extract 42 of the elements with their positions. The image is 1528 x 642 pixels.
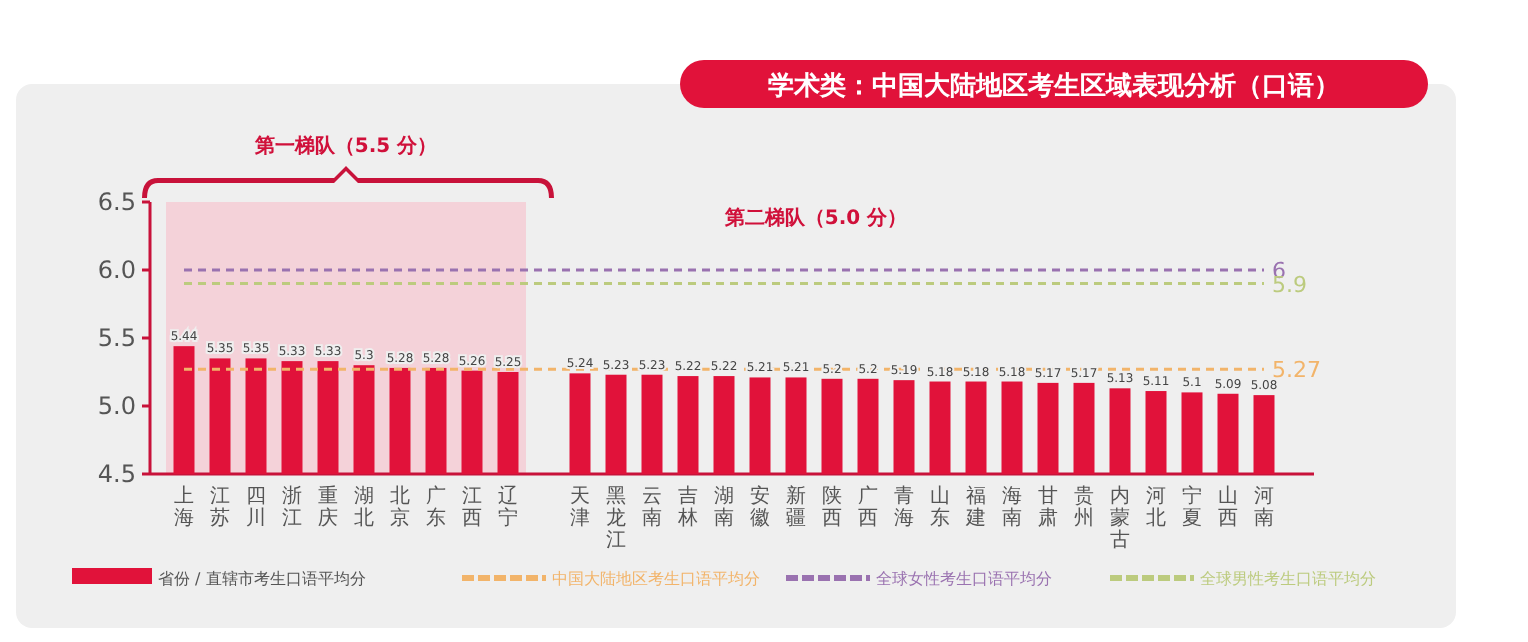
x-tick-label: 宁夏 (1182, 484, 1202, 530)
x-tick-label: 江苏 (210, 484, 230, 530)
x-tick-label: 浙江 (282, 484, 302, 530)
x-tick-label: 辽宁 (498, 484, 518, 530)
y-tick-label: 5.5 (97, 324, 136, 352)
x-tick-label: 安徽 (750, 484, 770, 530)
x-tick-label: 重庆 (318, 484, 338, 530)
x-tick-label: 四川 (246, 486, 266, 530)
y-tick-label: 4.5 (97, 460, 136, 488)
x-tick-label: 广西 (858, 484, 878, 530)
x-tick-label: 湖南 (714, 484, 734, 530)
y-tick-label: 6.0 (97, 256, 136, 284)
x-tick-label: 云南 (642, 486, 662, 530)
x-tick-label: 黑龙江 (606, 486, 626, 552)
x-tick-label: 福建 (964, 484, 986, 530)
band-label: 第一梯队（5.5 分） (252, 134, 438, 158)
x-tick-label: 北京 (390, 484, 410, 530)
legend-label: 省份 / 直辖市考生口语平均分 (158, 570, 366, 588)
y-tick-label: 5.0 (97, 392, 136, 420)
x-tick-label: 江西 (462, 484, 482, 530)
x-tick-label: 天津 (570, 486, 590, 530)
x-tick-label: 广东 (426, 484, 446, 530)
x-tick-label: 新疆 (786, 484, 806, 530)
legend: 省份 / 直辖市考生口语平均分 中国大陆地区考生口语平均分 全球女性考生口语平均分 全球男性考生口语平均分 (72, 568, 1376, 588)
x-tick-label: 陕西 (822, 484, 842, 530)
annotation: 第二梯队（5.0 分） (722, 206, 908, 230)
x-tick-label: 贵州 (1074, 484, 1094, 530)
x-tick-label: 湖北 (354, 484, 374, 530)
chart-title: 学术类：中国大陆地区考生区域表现分析（口语） (768, 72, 1340, 102)
x-tick-label: 山东 (930, 484, 950, 530)
title: 学术类：中国大陆地区考生区域表现分析（口语） (680, 60, 1428, 108)
x-tick-label: 海南 (1002, 484, 1022, 530)
x-tick-label: 吉林 (676, 484, 698, 530)
x-tick-label: 甘肃 (1038, 484, 1058, 530)
x-tick-label: 青海 (894, 484, 914, 530)
y-tick-label: 6.5 (97, 188, 136, 216)
x-tick-label: 河南 (1254, 484, 1274, 530)
data-label: 5.27 (1272, 357, 1321, 384)
x-tick-label: 上海 (174, 484, 194, 530)
x-tick-label: 河北 (1146, 484, 1166, 530)
x-tick-label: 山西 (1218, 484, 1238, 530)
x-tick-label: 内蒙古 (1110, 484, 1130, 552)
